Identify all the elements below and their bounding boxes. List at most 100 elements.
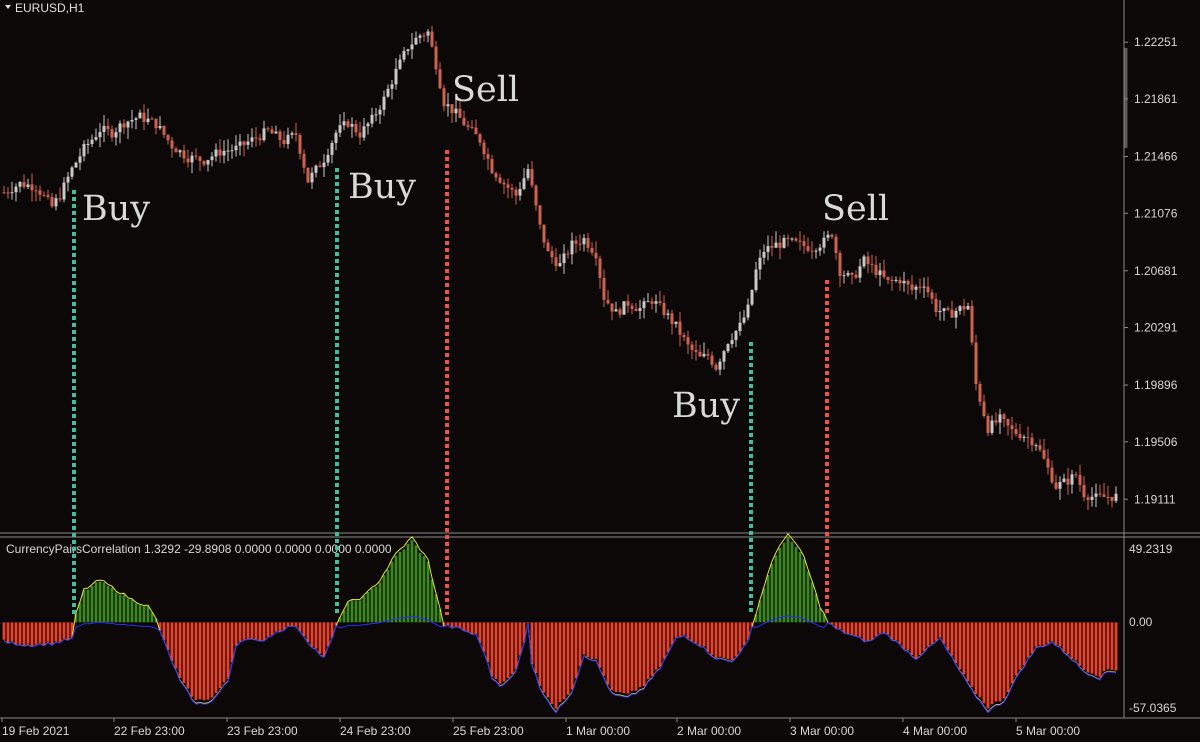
candle-body [6, 192, 10, 194]
histogram-bar-negative [658, 622, 662, 667]
histogram-bar-negative [206, 622, 210, 700]
histogram-bar-negative [170, 622, 174, 661]
histogram-bar-negative [266, 622, 270, 637]
price-axis[interactable]: 1.22251 1.21861 1.21466 1.21076 1.20681 1.202… [1124, 35, 1178, 506]
histogram-bar-negative [542, 622, 546, 693]
histogram-bar-positive [754, 614, 758, 623]
histogram-bar-positive [758, 600, 762, 623]
candle-body [554, 257, 558, 267]
candle-body [1098, 493, 1102, 495]
histogram-bar-positive [378, 582, 382, 623]
candle-body [1034, 445, 1038, 447]
histogram-bar-positive [94, 582, 98, 623]
histogram-bar-negative [1038, 622, 1042, 646]
candle-body [10, 192, 14, 194]
histogram-bar-negative [830, 622, 834, 625]
candle-body [718, 361, 722, 370]
candle-body [182, 150, 186, 159]
candle-body [410, 44, 414, 50]
candle-body [450, 104, 454, 114]
candle-body [122, 123, 126, 128]
candle-body [1030, 437, 1034, 446]
histogram-bar-positive [346, 602, 350, 623]
candle-body [154, 118, 158, 129]
histogram-bar-negative [614, 622, 618, 693]
candle-body [598, 258, 602, 278]
candle-body [678, 321, 682, 335]
candle-body [1018, 434, 1022, 438]
histogram-bar-negative [606, 622, 610, 685]
histogram-bar-negative [930, 622, 934, 644]
candle-body [1086, 497, 1090, 500]
histogram-bar-negative [270, 622, 274, 636]
histogram-bar-positive [82, 589, 86, 623]
histogram-bar-positive [134, 603, 138, 623]
histogram-bar-positive [438, 608, 442, 623]
histogram-bar-negative [1098, 622, 1102, 678]
candle-body [974, 342, 978, 385]
candle-body [970, 305, 974, 343]
candle-body [446, 104, 450, 107]
candle-body [714, 364, 718, 370]
candle-body [1038, 445, 1042, 450]
candle-body [1070, 474, 1074, 485]
histogram-bar-negative [1018, 622, 1022, 670]
candle-body [258, 138, 262, 141]
histogram-bar-negative [910, 622, 914, 656]
histogram-bar-negative [254, 622, 258, 640]
candle-body [526, 169, 530, 179]
histogram-bar-negative [1014, 622, 1018, 676]
histogram-bar-negative [662, 622, 666, 659]
dropdown-triangle-icon[interactable] [5, 5, 11, 9]
histogram-bar-negative [986, 622, 990, 709]
candle-body [638, 308, 642, 311]
candle-body [670, 313, 674, 324]
candle-body [602, 277, 606, 300]
candle-body [1074, 474, 1078, 476]
candle-body [1050, 467, 1054, 483]
candle-body [850, 272, 854, 275]
histogram-bar-negative [314, 622, 318, 649]
candle-body [66, 176, 70, 183]
time-axis[interactable]: 19 Feb 2021 22 Feb 23:00 23 Feb 23:00 24 Fe… [1, 718, 1080, 738]
histogram-bar-negative [66, 622, 70, 640]
candle-body [798, 240, 802, 242]
price-panel [2, 25, 1118, 511]
candle-body [674, 321, 678, 324]
candle-body [418, 35, 422, 38]
candle-body [238, 141, 242, 146]
indicator-line-blue [3, 615, 1117, 714]
candle-body [158, 125, 162, 129]
candle-body [18, 181, 22, 187]
histogram-bar-negative [946, 622, 950, 651]
candle-body [342, 121, 346, 126]
candle-body [398, 59, 402, 69]
candle-body [178, 150, 182, 153]
histogram-bar-negative [294, 622, 298, 627]
histogram-bar-negative [58, 622, 62, 642]
histogram-bar-positive [354, 600, 358, 623]
candle-body [198, 156, 202, 161]
histogram-bar-negative [690, 622, 694, 641]
candle-body [658, 301, 662, 304]
histogram-bar-negative [990, 622, 994, 705]
candle-body [246, 141, 250, 145]
time-tick-label: 1 Mar 00:00 [566, 724, 630, 738]
candle-body [586, 237, 590, 248]
candle-body [202, 160, 206, 165]
indicator-axis-zero: 0.00 [1129, 615, 1153, 629]
histogram-bar-negative [1026, 622, 1030, 658]
histogram-bar-negative [1042, 622, 1046, 646]
histogram-bar-positive [794, 546, 798, 623]
candle-body [298, 134, 302, 154]
histogram-bar-negative [1086, 622, 1090, 673]
histogram-bar-negative [918, 622, 922, 655]
histogram-bar-positive [770, 563, 774, 623]
candle-body [186, 158, 190, 163]
indicator-axis-top: 49.2319 [1129, 542, 1173, 556]
histogram-bar-negative [522, 622, 526, 643]
candle-body [1022, 436, 1026, 438]
histogram-bar-negative [750, 622, 754, 627]
histogram-bar-negative [470, 622, 474, 634]
histogram-bar-negative [626, 622, 630, 694]
